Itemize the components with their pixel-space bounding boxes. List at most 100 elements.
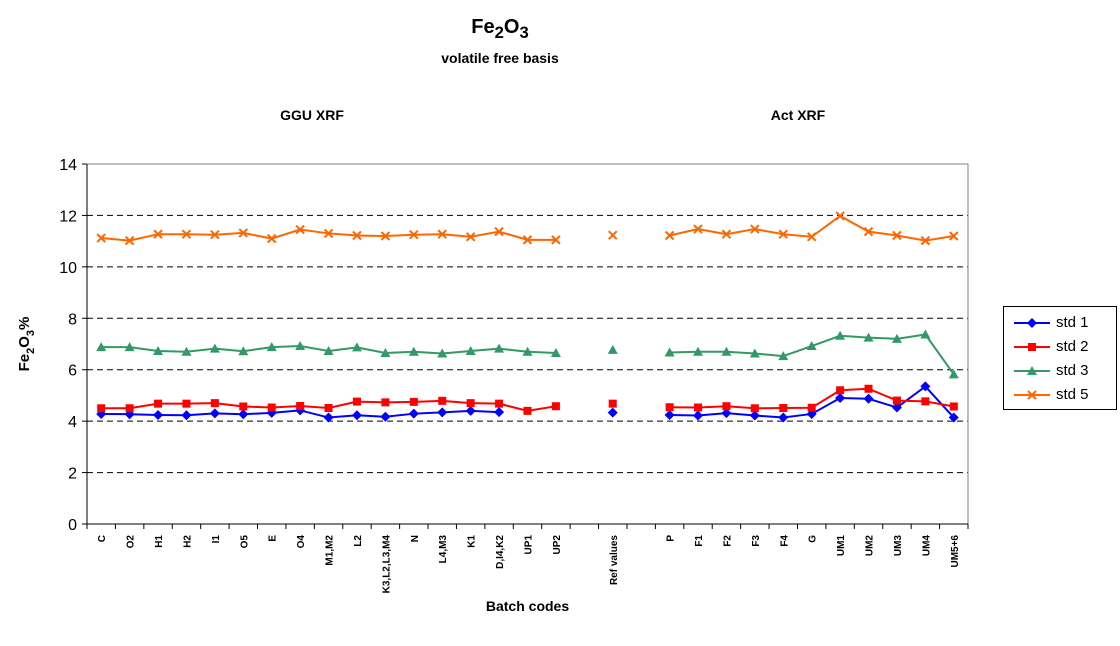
data-point [465, 345, 476, 355]
data-point [750, 404, 759, 413]
data-point [550, 348, 561, 357]
data-point [465, 232, 476, 242]
data-point [778, 229, 788, 239]
data-point [891, 333, 902, 343]
x-axis-title: Batch codes [486, 598, 569, 614]
data-point [664, 409, 675, 420]
x-tick-label: K1 [467, 535, 478, 548]
x-tick-label: UM3 [893, 535, 904, 557]
data-point [154, 399, 163, 408]
data-point [153, 229, 163, 239]
data-point [921, 397, 930, 406]
data-point [351, 342, 362, 352]
x-tick-label: F4 [779, 535, 790, 547]
data-point [607, 407, 618, 418]
data-point [693, 346, 704, 356]
data-point [806, 232, 817, 242]
data-point [323, 228, 334, 239]
data-point [863, 332, 874, 342]
chart-legend: std 1 std 2 std 3 std 5 [1003, 306, 1117, 410]
data-point [920, 329, 931, 339]
data-point [209, 343, 220, 353]
chart-title: Fe2O3 [471, 16, 529, 42]
data-point [779, 404, 788, 413]
data-point [381, 398, 390, 407]
data-point [181, 410, 192, 421]
data-point [892, 230, 902, 241]
data-point [607, 344, 618, 354]
data-point [693, 224, 703, 234]
y-tick-label: 2 [68, 466, 77, 483]
y-tick-label: 12 [59, 208, 77, 225]
data-point [494, 343, 505, 353]
y-tick-label: 10 [59, 260, 77, 277]
data-point [806, 341, 817, 351]
x-tick-label: F3 [751, 535, 762, 547]
x-tick-label: H1 [154, 535, 165, 548]
data-point [750, 224, 760, 234]
data-point [749, 410, 760, 421]
data-point [551, 235, 561, 245]
data-point [551, 402, 560, 411]
x-tick-label: UM2 [865, 535, 876, 557]
data-point [664, 347, 675, 357]
legend-swatch-std-3 [1014, 366, 1050, 375]
data-point [408, 408, 419, 419]
data-point [239, 402, 248, 411]
data-point [209, 408, 220, 419]
x-tick-label: F2 [722, 535, 733, 547]
data-point [153, 345, 164, 355]
legend-label: std 3 [1056, 362, 1089, 379]
x-tick-label: H2 [182, 535, 193, 548]
data-point [949, 231, 959, 241]
data-point [836, 386, 845, 395]
data-point [408, 346, 419, 356]
data-point [522, 346, 533, 356]
data-point [664, 230, 675, 241]
data-point [863, 393, 874, 404]
x-tick-label: UP2 [552, 535, 563, 555]
data-point [125, 404, 134, 413]
y-tick-label: 8 [68, 311, 77, 328]
data-point [778, 412, 789, 423]
x-tick-label: M1,M2 [325, 535, 336, 566]
data-point [296, 401, 305, 410]
data-point [324, 404, 333, 413]
x-tick-label: UP1 [524, 535, 535, 555]
data-point [352, 230, 362, 241]
data-point [465, 405, 476, 416]
series-std-1 [96, 381, 959, 423]
legend-item-std-5: std 5 [1012, 385, 1116, 407]
data-point [210, 399, 219, 408]
data-point [920, 381, 931, 392]
data-point [437, 229, 447, 239]
x-tick-label: UM5+6 [950, 535, 961, 568]
data-point [494, 407, 505, 418]
data-point [96, 342, 107, 352]
data-point [266, 342, 277, 352]
chart-plot: 0 2 4 6 8 10 12 14 C O2 H1 H2 I1 O5 E O4 M1,M2 L2 K3,L2,L3… [16, 157, 969, 614]
data-point [409, 230, 419, 240]
series-std-5 [96, 211, 959, 246]
legend-swatch-std-1 [1014, 318, 1050, 328]
y-tick-label: 0 [68, 517, 77, 534]
x-tick-label: UM1 [836, 535, 847, 557]
data-point [495, 399, 504, 408]
legend-label: std 5 [1056, 386, 1089, 403]
data-point [608, 230, 618, 240]
x-tick-label: N [410, 535, 421, 542]
x-tick-label: G [808, 535, 819, 543]
data-point [351, 410, 362, 421]
data-point [722, 402, 731, 411]
data-point [835, 330, 846, 340]
data-point [522, 235, 533, 245]
data-point [210, 230, 220, 240]
data-point [694, 403, 703, 412]
data-point [295, 224, 305, 235]
data-point [863, 226, 874, 237]
data-point [97, 404, 106, 413]
x-tick-label: O2 [126, 535, 137, 549]
data-point [124, 235, 135, 246]
data-point [920, 235, 931, 246]
legend-item-std-3: std 3 [1012, 361, 1116, 383]
